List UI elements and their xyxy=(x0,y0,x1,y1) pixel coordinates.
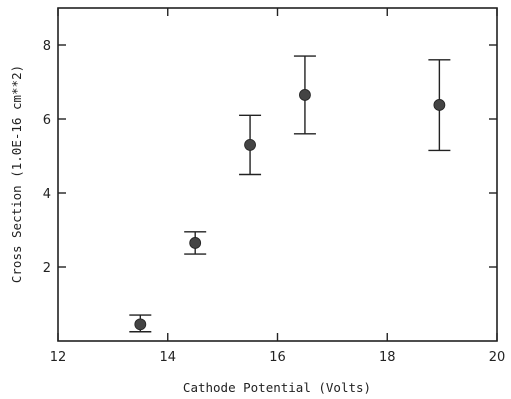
x-tick-label: 18 xyxy=(379,350,396,365)
data-point xyxy=(244,138,256,151)
data-point xyxy=(433,99,446,111)
plot-frame xyxy=(57,7,498,342)
data-point xyxy=(189,237,202,249)
error-bars xyxy=(129,55,451,333)
y-tick-label: 2 xyxy=(43,261,51,276)
y-tick-label: 4 xyxy=(43,187,51,202)
x-tick-label: 12 xyxy=(50,350,67,365)
y-axis-title: Cross Section (1.0E-16 cm**2) xyxy=(9,65,24,283)
x-axis-title: Cathode Potential (Volts) xyxy=(183,380,371,395)
axis-ticks xyxy=(57,8,498,341)
data-points xyxy=(134,89,446,331)
data-point xyxy=(134,318,147,331)
y-tick-label: 8 xyxy=(43,39,51,54)
y-tick-label: 6 xyxy=(43,113,51,128)
x-tick-label: 16 xyxy=(269,350,286,365)
x-tick-label: 20 xyxy=(489,350,506,365)
tick-labels: 12 14 16 18 20 2 4 6 8 xyxy=(43,39,506,365)
data-point xyxy=(299,89,311,101)
x-tick-label: 14 xyxy=(159,350,176,365)
